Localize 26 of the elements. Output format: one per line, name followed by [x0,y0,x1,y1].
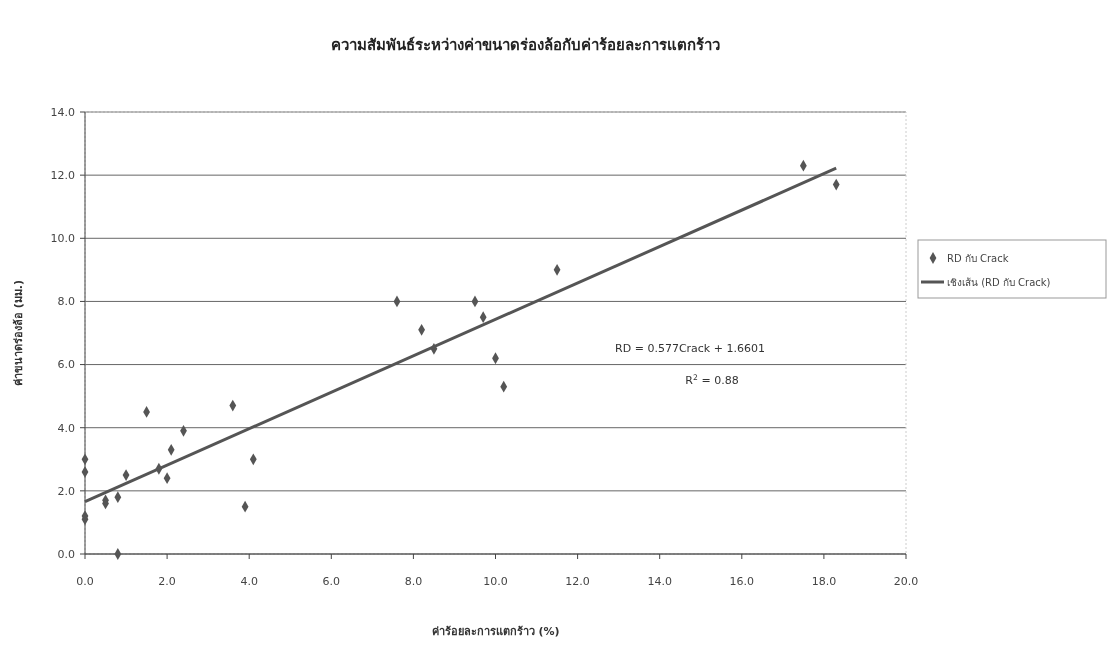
y-tick-label: 4.0 [57,421,75,435]
x-tick-label: 6.0 [322,575,341,588]
x-tick-label: 2.0 [158,575,176,588]
y-tick-label: 8.0 [57,295,75,309]
x-tick-label: 16.0 [729,575,755,588]
y-tick-label: 12.0 [50,168,75,182]
legend-label: เชิงเส้น (RD กับ Crack) [947,276,1051,288]
y-tick-label: 6.0 [57,358,75,372]
legend-label: RD กับ Crack [947,252,1009,264]
y-tick-label: 2.0 [57,484,75,498]
y-axis-title: ค่าขนาดร่องล้อ (มม.) [12,279,25,387]
x-tick-label: 14.0 [647,575,672,588]
x-tick-label: 0.0 [76,575,94,588]
x-tick-label: 20.0 [893,575,919,588]
annotation: R$^{2}$ = 0.88 [685,372,739,387]
y-tick-label: 0.0 [57,547,75,561]
y-tick-label: 14.0 [50,105,75,119]
x-tick-label: 4.0 [240,575,258,588]
x-tick-label: 8.0 [404,575,423,588]
annotation: RD = 0.577Crack + 1.6601 [615,342,765,355]
x-axis-title: ค่าร้อยละการแตกร้าว (%) [431,625,560,638]
x-tick-label: 18.0 [811,575,837,588]
x-tick-label: 10.0 [483,575,508,588]
y-tick-label: 10.0 [50,232,75,246]
chart-title: ความสัมพันธ์ระหว่างค่าขนาดร่องล้อกับค่าร้อยละการแตกร้าว [331,36,720,54]
x-tick-label: 12.0 [565,575,590,588]
